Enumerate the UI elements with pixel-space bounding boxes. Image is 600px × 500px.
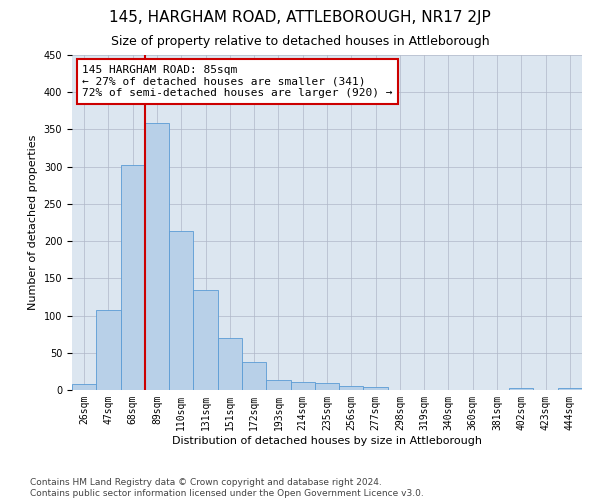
Bar bbox=[339, 386, 364, 390]
Bar bbox=[364, 387, 388, 390]
Text: 145 HARGHAM ROAD: 85sqm
← 27% of detached houses are smaller (341)
72% of semi-d: 145 HARGHAM ROAD: 85sqm ← 27% of detache… bbox=[82, 65, 392, 98]
Bar bbox=[121, 165, 145, 390]
Bar bbox=[96, 310, 121, 390]
Text: 145, HARGHAM ROAD, ATTLEBOROUGH, NR17 2JP: 145, HARGHAM ROAD, ATTLEBOROUGH, NR17 2J… bbox=[109, 10, 491, 25]
Bar bbox=[315, 382, 339, 390]
Bar bbox=[169, 232, 193, 390]
Bar bbox=[266, 380, 290, 390]
Bar bbox=[290, 382, 315, 390]
Text: Size of property relative to detached houses in Attleborough: Size of property relative to detached ho… bbox=[110, 35, 490, 48]
Bar bbox=[558, 388, 582, 390]
Y-axis label: Number of detached properties: Number of detached properties bbox=[28, 135, 38, 310]
Bar bbox=[218, 338, 242, 390]
Bar bbox=[193, 290, 218, 390]
Bar bbox=[242, 362, 266, 390]
X-axis label: Distribution of detached houses by size in Attleborough: Distribution of detached houses by size … bbox=[172, 436, 482, 446]
Bar bbox=[509, 388, 533, 390]
Bar bbox=[72, 384, 96, 390]
Text: Contains HM Land Registry data © Crown copyright and database right 2024.
Contai: Contains HM Land Registry data © Crown c… bbox=[30, 478, 424, 498]
Bar bbox=[145, 124, 169, 390]
